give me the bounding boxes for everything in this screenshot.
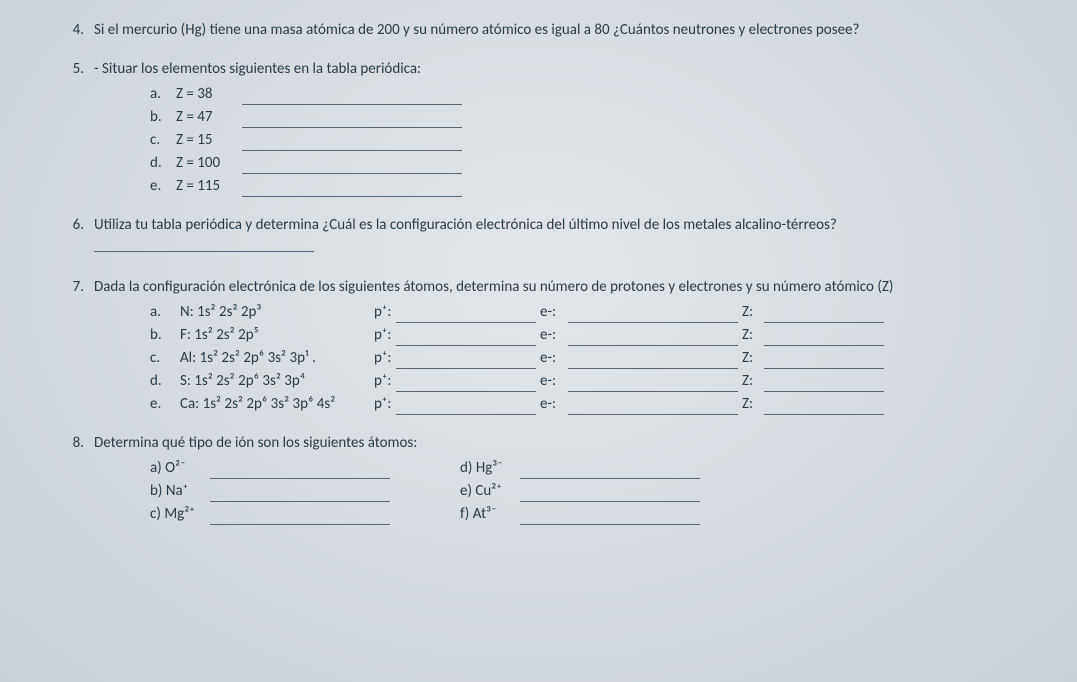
answer-blank[interactable] (94, 236, 314, 252)
z-blank[interactable] (764, 376, 884, 392)
item-label: a. (150, 84, 176, 105)
question-7-item-a: a. N: 1s² 2s² 2p³ p⁺: e-: Z: (150, 302, 1037, 323)
electrons-blank[interactable] (568, 307, 738, 323)
item-config: N: 1s² 2s² 2p³ (180, 302, 370, 323)
electrons-blank[interactable] (568, 376, 738, 392)
z-label: Z: (742, 348, 760, 369)
answer-blank[interactable] (242, 158, 462, 174)
protons-blank[interactable] (396, 376, 536, 392)
question-5-item-d: d. Z = 100 (150, 153, 1037, 174)
item-text: Z = 15 (176, 130, 242, 151)
item-text: Z = 38 (176, 84, 242, 105)
question-7-item-b: b. F: 1s² 2s² 2p⁵ p⁺: e-: Z: (150, 325, 1037, 346)
question-5-text: - Situar los elementos siguientes en la … (94, 59, 1037, 80)
protons-blank[interactable] (396, 330, 536, 346)
z-label: Z: (742, 371, 760, 392)
electrons-label: e-: (540, 325, 564, 346)
question-7: 7. Dada la configuración electrónica de … (60, 277, 1037, 415)
item-config: F: 1s² 2s² 2p⁵ (180, 325, 370, 346)
answer-blank[interactable] (242, 112, 462, 128)
z-blank[interactable] (764, 307, 884, 323)
question-8-items: a) O²⁻ d) Hg³⁻ b) Na⁺ e) Cu²⁺ c) Mg²⁺ f)… (150, 458, 1037, 525)
question-4: 4. Si el mercurio (Hg) tiene una masa at… (60, 20, 1037, 41)
item-label: d. (150, 153, 176, 174)
answer-blank[interactable] (242, 89, 462, 105)
question-5-item-c: c. Z = 15 (150, 130, 1037, 151)
answer-blank[interactable] (520, 463, 700, 479)
electrons-blank[interactable] (568, 399, 738, 415)
ion-label-c: c) Mg²⁺ (150, 504, 210, 525)
question-7-number: 7. (60, 277, 84, 298)
question-6-number: 6. (60, 215, 84, 236)
question-5-items: a. Z = 38 b. Z = 47 c. Z = 15 d. Z = 100… (150, 84, 1037, 197)
ion-label-e: e) Cu²⁺ (460, 481, 520, 502)
item-label: d. (150, 371, 176, 392)
question-7-text: Dada la configuración electrónica de los… (94, 277, 1037, 298)
item-text: Z = 100 (176, 153, 242, 174)
protons-blank[interactable] (396, 353, 536, 369)
item-text: Z = 115 (176, 176, 242, 197)
answer-blank[interactable] (520, 509, 700, 525)
answer-blank[interactable] (210, 463, 390, 479)
item-label: c. (150, 348, 176, 369)
ion-label-b: b) Na⁺ (150, 481, 210, 502)
z-blank[interactable] (764, 330, 884, 346)
answer-blank[interactable] (520, 486, 700, 502)
item-text: Z = 47 (176, 107, 242, 128)
item-label: c. (150, 130, 176, 151)
protons-label: p⁺: (374, 325, 392, 346)
ion-label-d: d) Hg³⁻ (460, 458, 520, 479)
answer-blank[interactable] (242, 181, 462, 197)
question-5-item-a: a. Z = 38 (150, 84, 1037, 105)
question-5-number: 5. (60, 59, 84, 80)
item-label: e. (150, 394, 176, 415)
z-blank[interactable] (764, 399, 884, 415)
item-config: Al: 1s² 2s² 2p⁶ 3s² 3p¹ . (180, 348, 370, 369)
z-blank[interactable] (764, 353, 884, 369)
question-8-number: 8. (60, 433, 84, 454)
z-label: Z: (742, 325, 760, 346)
question-7-item-e: e. Ca: 1s² 2s² 2p⁶ 3s² 3p⁶ 4s² p⁺: e-: Z… (150, 394, 1037, 415)
z-label: Z: (742, 302, 760, 323)
question-8-text: Determina qué tipo de ión son los siguie… (94, 433, 1037, 454)
item-config: S: 1s² 2s² 2p⁶ 3s² 3p⁴ (180, 371, 370, 392)
answer-blank[interactable] (242, 135, 462, 151)
question-6-text: Utiliza tu tabla periódica y determina ¿… (94, 215, 1037, 259)
answer-blank[interactable] (210, 486, 390, 502)
question-4-number: 4. (60, 20, 84, 41)
electrons-label: e-: (540, 302, 564, 323)
question-4-text: Si el mercurio (Hg) tiene una masa atómi… (94, 20, 1037, 41)
question-6: 6. Utiliza tu tabla periódica y determin… (60, 215, 1037, 259)
electrons-label: e-: (540, 348, 564, 369)
electrons-blank[interactable] (568, 330, 738, 346)
question-5-item-b: b. Z = 47 (150, 107, 1037, 128)
electrons-blank[interactable] (568, 353, 738, 369)
protons-label: p⁺: (374, 348, 392, 369)
protons-blank[interactable] (396, 399, 536, 415)
protons-label: p⁺: (374, 302, 392, 323)
item-label: a. (150, 302, 176, 323)
electrons-label: e-: (540, 394, 564, 415)
question-7-item-c: c. Al: 1s² 2s² 2p⁶ 3s² 3p¹ . p⁺: e-: Z: (150, 348, 1037, 369)
protons-label: p⁺: (374, 394, 392, 415)
protons-label: p⁺: (374, 371, 392, 392)
ion-label-a: a) O²⁻ (150, 458, 210, 479)
item-label: e. (150, 176, 176, 197)
item-label: b. (150, 325, 176, 346)
question-8: 8. Determina qué tipo de ión son los sig… (60, 433, 1037, 525)
item-label: b. (150, 107, 176, 128)
ion-label-f: f) At³⁻ (460, 504, 520, 525)
question-5-item-e: e. Z = 115 (150, 176, 1037, 197)
electrons-label: e-: (540, 371, 564, 392)
question-7-item-d: d. S: 1s² 2s² 2p⁶ 3s² 3p⁴ p⁺: e-: Z: (150, 371, 1037, 392)
item-config: Ca: 1s² 2s² 2p⁶ 3s² 3p⁶ 4s² (180, 394, 370, 415)
question-6-prompt: Utiliza tu tabla periódica y determina ¿… (94, 216, 837, 234)
protons-blank[interactable] (396, 307, 536, 323)
question-7-items: a. N: 1s² 2s² 2p³ p⁺: e-: Z: b. F: 1s² 2… (150, 302, 1037, 415)
answer-blank[interactable] (210, 509, 390, 525)
z-label: Z: (742, 394, 760, 415)
question-5: 5. - Situar los elementos siguientes en … (60, 59, 1037, 197)
